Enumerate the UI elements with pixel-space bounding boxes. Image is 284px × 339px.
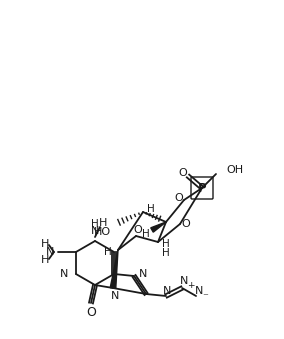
Text: N: N [111,291,119,301]
Polygon shape [110,250,118,288]
Text: O: O [182,219,190,229]
Text: P: P [198,181,206,195]
Text: N: N [60,269,68,279]
Text: OH: OH [226,165,243,175]
Text: H: H [99,218,107,228]
Text: H: H [41,239,49,249]
Text: O: O [134,225,142,235]
Text: O: O [175,193,183,203]
Text: N: N [139,269,147,279]
Text: H: H [91,219,99,229]
Text: HO: HO [94,227,111,237]
Text: H: H [162,248,170,258]
Text: ⁻: ⁻ [202,292,208,302]
Text: N: N [180,276,188,286]
Text: H: H [142,229,150,239]
Text: H: H [162,239,170,249]
Text: H: H [41,255,49,265]
Text: N: N [45,247,54,257]
Text: O: O [179,168,187,178]
Text: +: + [187,281,195,291]
Text: H: H [147,204,155,214]
Polygon shape [151,222,166,232]
Text: O: O [86,305,96,319]
Text: N: N [163,286,171,296]
Text: N: N [91,226,99,236]
Text: N: N [195,286,203,296]
Text: H: H [104,247,112,257]
